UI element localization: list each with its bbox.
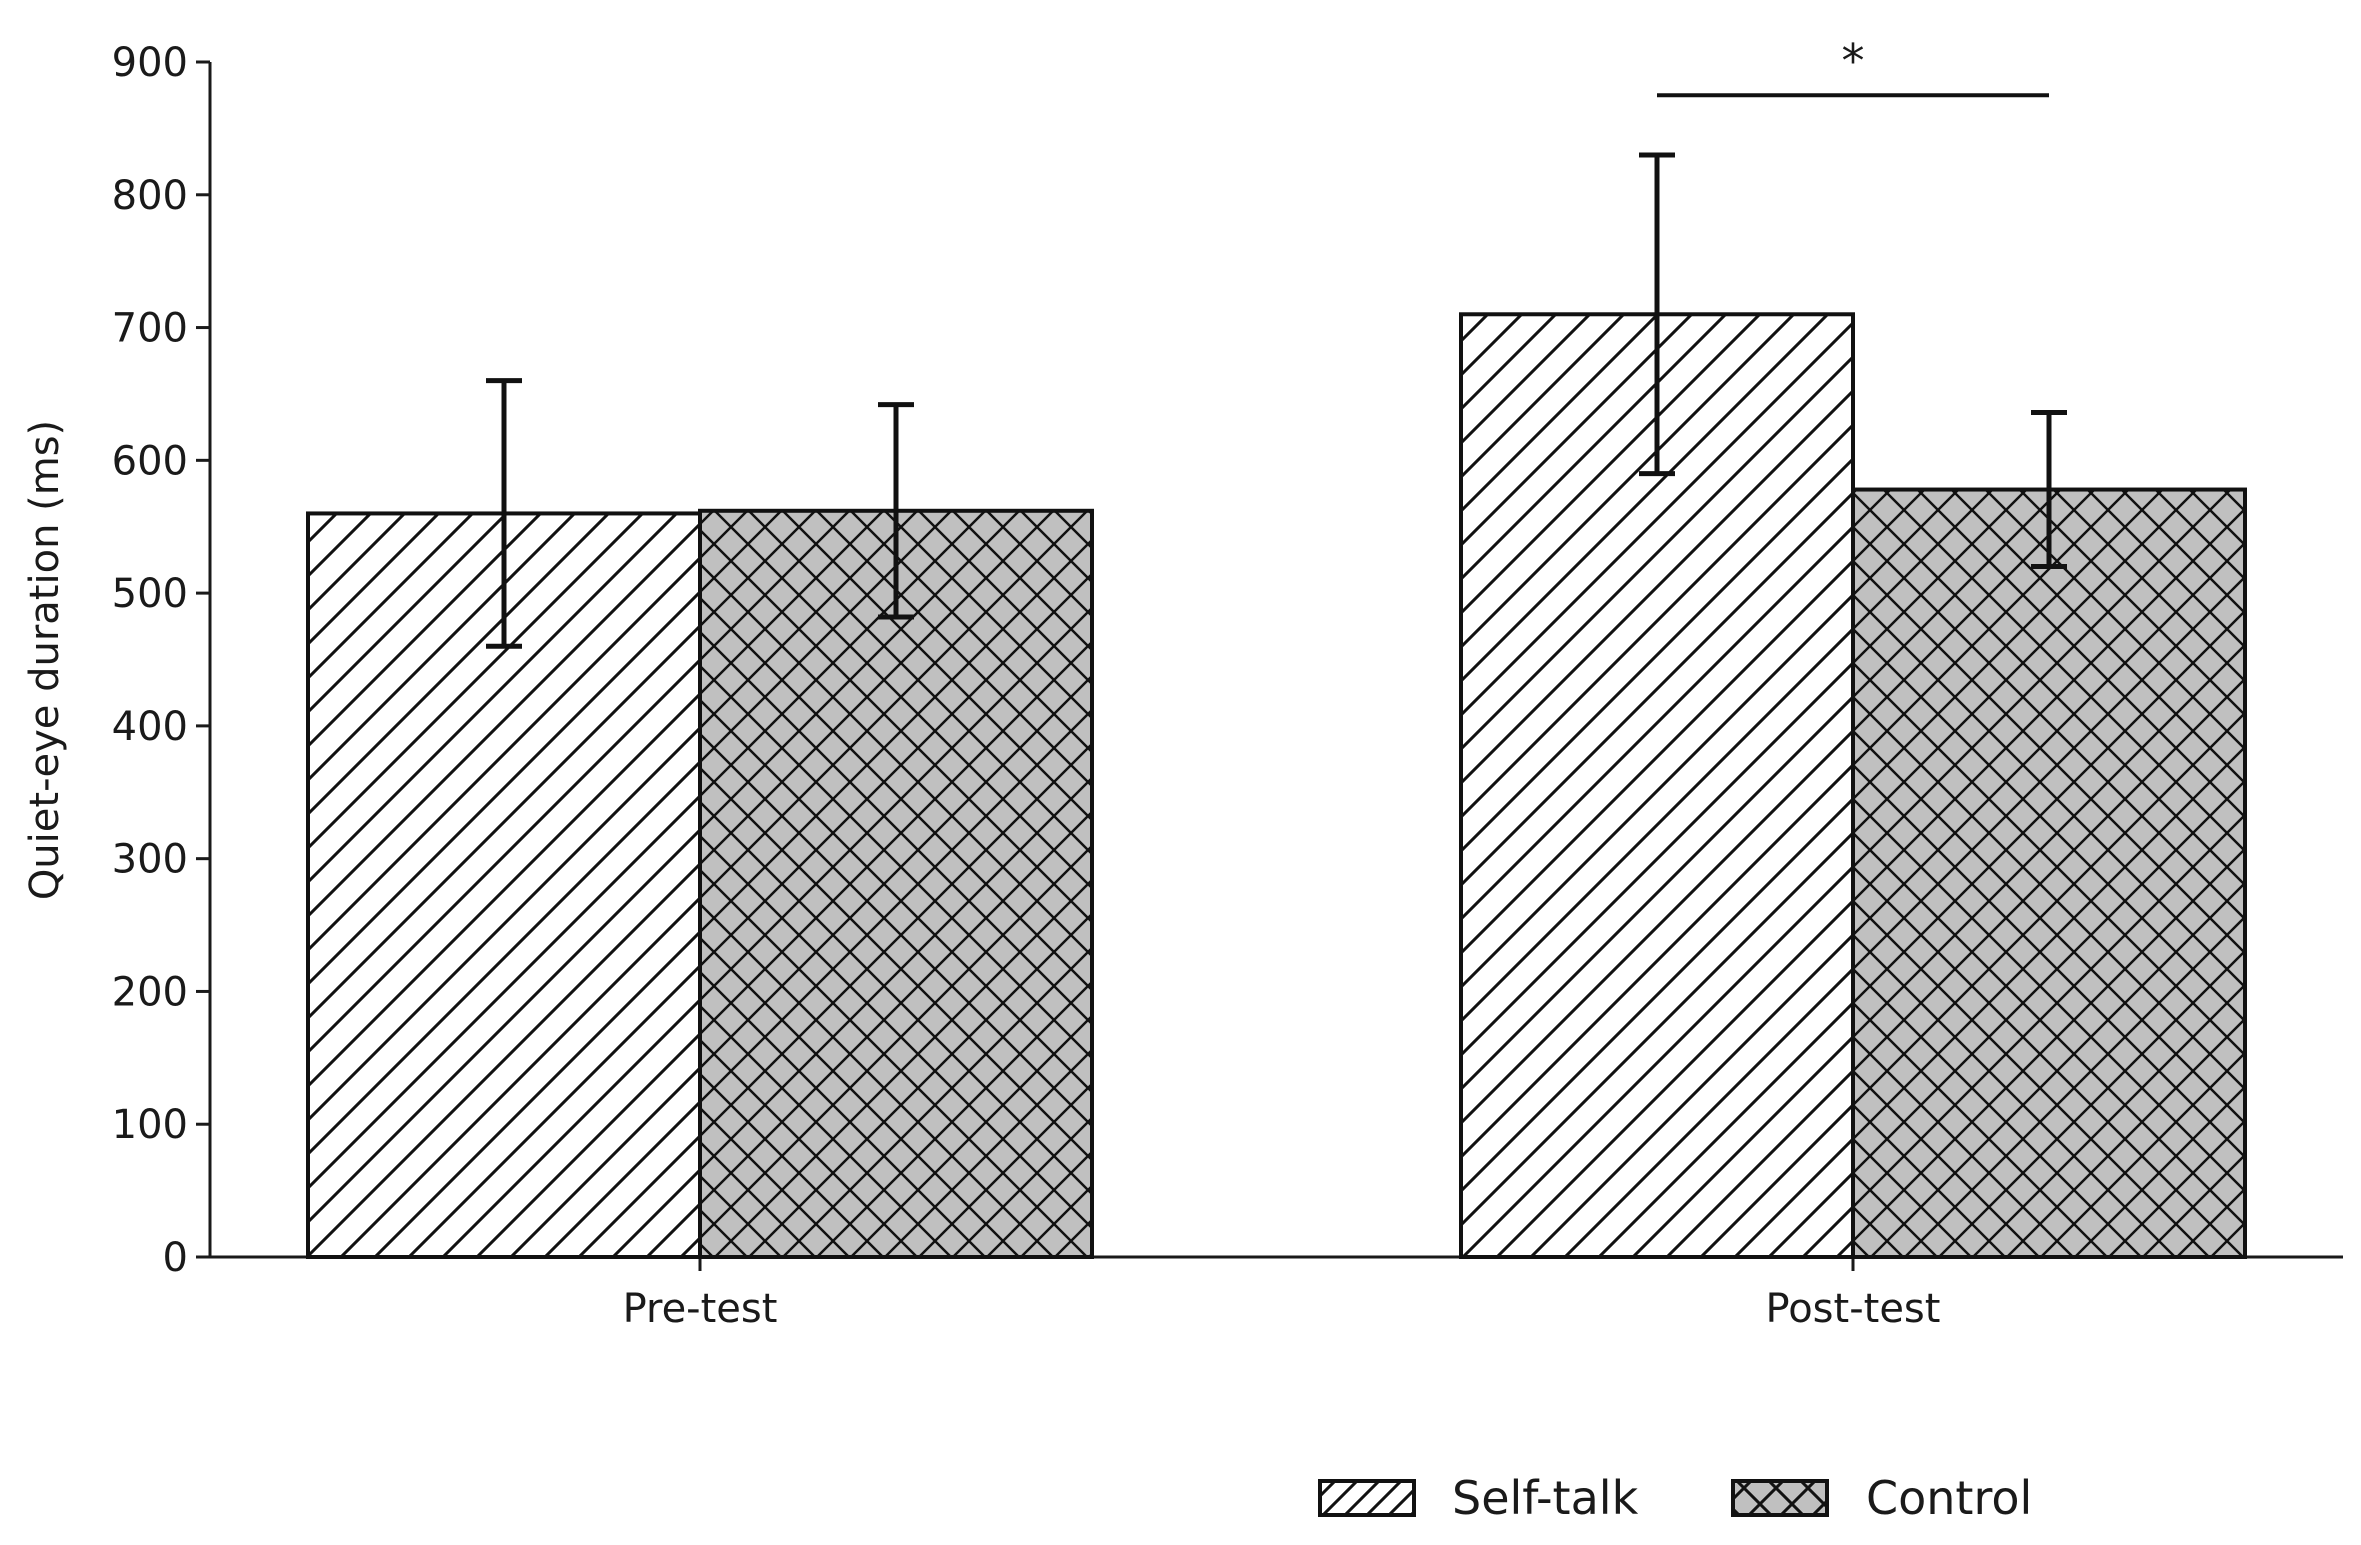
significance-annotation: *: [1657, 34, 2049, 98]
y-axis-label: Quiet-eye duration (ms): [22, 420, 68, 900]
y-tick-label: 800: [112, 173, 188, 219]
legend-label: Control: [1866, 1471, 2032, 1525]
y-tick-label: 200: [112, 969, 188, 1015]
error-bars: [486, 152, 2067, 649]
y-tick-label: 400: [112, 704, 188, 750]
bar: [1851, 487, 2247, 1259]
error-bar: [1639, 152, 1675, 477]
error-bar: [2031, 410, 2067, 570]
y-tick-label: 900: [112, 40, 188, 86]
y-tick-label: 500: [112, 571, 188, 617]
legend-item: Control: [1731, 1471, 2032, 1525]
y-tick-label: 0: [163, 1235, 188, 1281]
significance-marker: *: [1842, 34, 1865, 88]
x-tick-label: Post-test: [1766, 1286, 1941, 1332]
y-tick-label: 300: [112, 837, 188, 883]
y-tick-label: 700: [112, 306, 188, 352]
error-bar: [486, 378, 522, 649]
x-tick-label: Pre-test: [623, 1286, 778, 1332]
legend: Self-talk Control: [1318, 1471, 2032, 1525]
legend-swatch: [1731, 1479, 1829, 1517]
error-bar: [878, 402, 914, 620]
y-tick-label: 600: [112, 438, 188, 484]
legend-item: Self-talk: [1318, 1471, 1639, 1525]
legend-label: Self-talk: [1452, 1471, 1639, 1525]
bars: [306, 312, 2247, 1259]
x-axis: Pre-test Post-test: [210, 1255, 2343, 1332]
bar: [698, 508, 1094, 1259]
legend-swatch: [1318, 1479, 1416, 1517]
y-tick-label: 100: [112, 1102, 188, 1148]
y-axis: 0 100 200 300 400 500 600 700 800 900: [112, 40, 212, 1281]
